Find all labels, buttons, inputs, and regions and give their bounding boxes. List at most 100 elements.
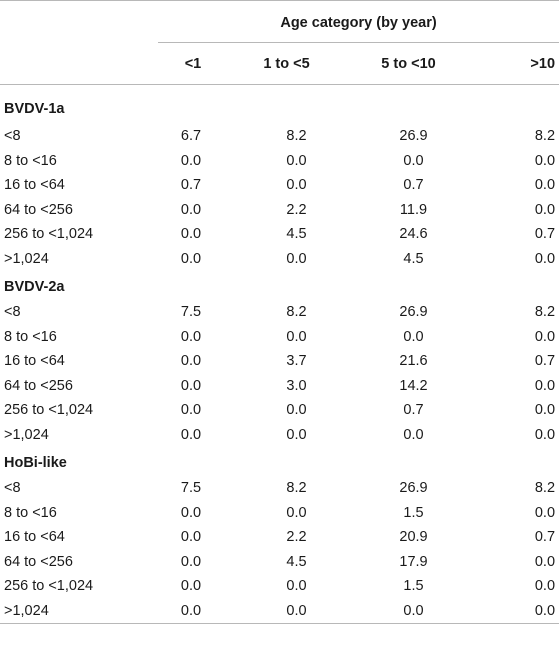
row-label: 8 to <16 bbox=[4, 328, 57, 345]
table-row: >1,024 0.0 0.0 0.0 0.0 bbox=[0, 423, 559, 448]
column-header-age-5-10: 5 to <10 bbox=[381, 55, 436, 72]
table-body: BVDV-1a <8 6.7 8.2 26.9 8.2 8 to <16 0.0 0.0 0.0 0… bbox=[0, 85, 559, 624]
table-row: 256 to <1,024 0.0 4.5 24.6 0.7 bbox=[0, 222, 559, 247]
table-cell: 17.9 bbox=[399, 553, 428, 570]
table-cell: 7.5 bbox=[180, 304, 202, 321]
row-label: 64 to <256 bbox=[4, 377, 73, 394]
row-label: >1,024 bbox=[4, 250, 49, 267]
table-cell: 0.0 bbox=[403, 426, 424, 443]
table-cell: 8.2 bbox=[286, 480, 307, 497]
table-cell: 0.0 bbox=[180, 353, 202, 370]
table-cell: 6.7 bbox=[180, 128, 202, 145]
table-cell: 0.0 bbox=[286, 426, 307, 443]
table-cell: 0.0 bbox=[345, 598, 472, 624]
row-label: 8 to <16 bbox=[4, 152, 57, 169]
table-cell: 0.7 bbox=[534, 529, 556, 546]
section-header-row: BVDV-2a bbox=[0, 271, 559, 300]
table-cell: 0.0 bbox=[286, 177, 307, 194]
table-cell: 0.0 bbox=[228, 598, 345, 624]
table-row: 8 to <16 0.0 0.0 1.5 0.0 bbox=[0, 501, 559, 526]
row-label: <8 bbox=[4, 128, 21, 145]
row-label: 16 to <64 bbox=[4, 529, 65, 546]
table-cell: 26.9 bbox=[399, 480, 428, 497]
age-category-group-header: Age category (by year) bbox=[158, 0, 559, 43]
section-hobi-like-title: HoBi-like bbox=[4, 455, 67, 471]
table-cell: 0.0 bbox=[534, 504, 556, 521]
table-cell: 0.0 bbox=[180, 578, 202, 595]
table-cell: 0.0 bbox=[534, 177, 556, 194]
table-cell: 0.0 bbox=[534, 402, 556, 419]
table-cell: 3.0 bbox=[286, 377, 307, 394]
table-cell: 0.0 bbox=[403, 328, 424, 345]
table-row: 8 to <16 0.0 0.0 0.0 0.0 bbox=[0, 325, 559, 350]
table-cell: 0.0 bbox=[286, 250, 307, 267]
row-label-header-spacer bbox=[0, 0, 158, 43]
table-cell: 0.0 bbox=[180, 402, 202, 419]
table-row: 16 to <64 0.0 3.7 21.6 0.7 bbox=[0, 349, 559, 374]
row-label: >1,024 bbox=[4, 426, 49, 443]
table-cell: 0.0 bbox=[180, 226, 202, 243]
table-cell: 0.0 bbox=[180, 553, 202, 570]
row-label: >1,024 bbox=[0, 598, 158, 624]
table-row: >1,024 0.0 0.0 0.0 0.0 bbox=[0, 598, 559, 624]
table-cell: 0.7 bbox=[403, 402, 424, 419]
table-cell: 21.6 bbox=[399, 353, 428, 370]
table-row: 16 to <64 0.0 2.2 20.9 0.7 bbox=[0, 525, 559, 550]
table-row: <8 7.5 8.2 26.9 8.2 bbox=[0, 476, 559, 501]
age-category-table: Age category (by year) <1 1 to <5 5 to <… bbox=[0, 0, 559, 624]
row-label: 256 to <1,024 bbox=[4, 226, 94, 243]
table-cell: 3.7 bbox=[286, 353, 307, 370]
table-cell: 0.0 bbox=[180, 201, 202, 218]
table-cell: 0.0 bbox=[534, 201, 556, 218]
table-cell: 26.9 bbox=[399, 304, 428, 321]
table-cell: 1.5 bbox=[403, 578, 424, 595]
table-row: >1,024 0.0 0.0 4.5 0.0 bbox=[0, 247, 559, 272]
table-cell: 8.2 bbox=[286, 128, 307, 145]
table-row: <8 7.5 8.2 26.9 8.2 bbox=[0, 300, 559, 325]
table-cell: 2.2 bbox=[286, 529, 307, 546]
table-cell: 8.2 bbox=[286, 304, 307, 321]
table-cell: 0.0 bbox=[180, 504, 202, 521]
table-cell: 0.7 bbox=[534, 353, 556, 370]
table-row: 64 to <256 0.0 4.5 17.9 0.0 bbox=[0, 550, 559, 575]
table-row: 64 to <256 0.0 3.0 14.2 0.0 bbox=[0, 374, 559, 399]
table-cell: 0.7 bbox=[403, 177, 424, 194]
table-cell: 20.9 bbox=[399, 529, 428, 546]
section-header-row: BVDV-1a bbox=[0, 85, 559, 125]
table-cell: 0.0 bbox=[534, 426, 556, 443]
table-cell: 2.2 bbox=[286, 201, 307, 218]
table-cell: 0.0 bbox=[534, 553, 556, 570]
table-cell: 0.0 bbox=[534, 250, 556, 267]
column-header-age-lt1: <1 bbox=[184, 55, 202, 72]
table-row: <8 6.7 8.2 26.9 8.2 bbox=[0, 124, 559, 149]
table-cell: 24.6 bbox=[399, 226, 428, 243]
table-cell: 0.0 bbox=[286, 152, 307, 169]
table-cell: 0.0 bbox=[403, 152, 424, 169]
table-row: 256 to <1,024 0.0 0.0 1.5 0.0 bbox=[0, 574, 559, 599]
table-cell: 0.0 bbox=[286, 578, 307, 595]
column-header-age-1-5: 1 to <5 bbox=[263, 55, 310, 72]
table-cell: 0.7 bbox=[534, 226, 556, 243]
table-cell: 0.0 bbox=[180, 426, 202, 443]
section-header-row: HoBi-like bbox=[0, 447, 559, 476]
table-cell: 8.2 bbox=[534, 480, 556, 497]
row-label: 16 to <64 bbox=[4, 177, 65, 194]
table-row: 16 to <64 0.7 0.0 0.7 0.0 bbox=[0, 173, 559, 198]
table-cell: 14.2 bbox=[399, 377, 428, 394]
table-cell: 26.9 bbox=[399, 128, 428, 145]
row-label: 256 to <1,024 bbox=[4, 402, 94, 419]
row-label: 64 to <256 bbox=[4, 553, 73, 570]
table-cell: 0.0 bbox=[180, 529, 202, 546]
table-cell: 0.0 bbox=[286, 402, 307, 419]
table-cell: 8.2 bbox=[534, 304, 556, 321]
table-cell: 11.9 bbox=[399, 201, 428, 218]
table-cell: 0.0 bbox=[534, 152, 556, 169]
table-cell: 0.0 bbox=[286, 504, 307, 521]
table-cell: 0.0 bbox=[534, 328, 556, 345]
table-cell: 1.5 bbox=[403, 504, 424, 521]
table-cell: 0.0 bbox=[534, 578, 556, 595]
table-cell: 4.5 bbox=[286, 226, 307, 243]
table-header: Age category (by year) <1 1 to <5 5 to <… bbox=[0, 0, 559, 85]
table-cell: 0.0 bbox=[180, 250, 202, 267]
table-cell: 0.0 bbox=[180, 377, 202, 394]
